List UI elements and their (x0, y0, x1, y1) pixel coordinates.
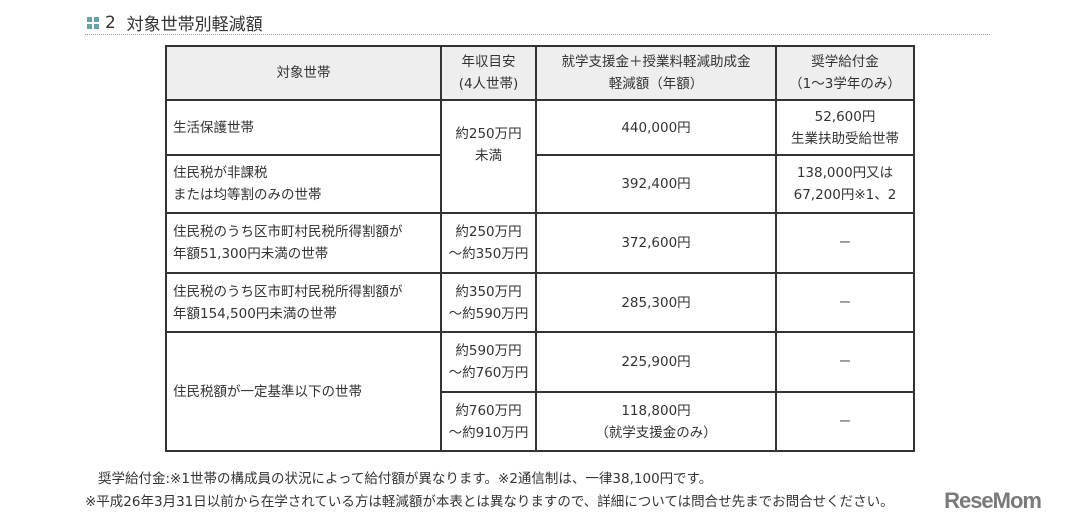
header-target: 対象世帯 (165, 45, 442, 101)
header-reduction: 就学支援金＋授業料軽減助成金 軽減額（年額） (535, 45, 777, 101)
cell-reduction: 440,000円 (535, 99, 777, 156)
cell-scholarship: － (775, 212, 915, 274)
reduction-table: 対象世帯 年収目安 (4人世帯) 就学支援金＋授業料軽減助成金 軽減額（年額） … (165, 45, 915, 452)
cell-target: 住民税額が一定基準以下の世帯 (165, 331, 442, 452)
cell-income: 約250万円 ～約350万円 (440, 212, 537, 274)
table-row: 生活保護世帯 約250万円 未満 440,000円 52,600円 生業扶助受給… (165, 99, 915, 214)
table-row: 住民税のうち区市町村民税所得割額が 年額154,500円未満の世帯 約350万円… (165, 272, 915, 333)
cell-income: 約590万円 ～約760万円 (440, 331, 537, 393)
cell-reduction: 372,600円 (535, 212, 777, 274)
cell-target: 生活保護世帯 (165, 99, 442, 156)
cell-target: 住民税のうち区市町村民税所得割額が 年額51,300円未満の世帯 (165, 212, 442, 274)
cell-target: 住民税のうち区市町村民税所得割額が 年額154,500円未満の世帯 (165, 272, 442, 333)
header-text: 対象世帯 (276, 65, 331, 81)
table-row: 住民税額が一定基準以下の世帯 約590万円 ～約760万円 225,900円 － (165, 331, 915, 452)
bullet-squares-icon (87, 16, 99, 29)
cell-income: 約250万円 未満 (440, 99, 537, 214)
cell-scholarship: 138,000円又は 67,200円※1、2 (775, 154, 915, 214)
table-row: 住民税が非課税 または均等割のみの世帯 392,400円 138,000円又は … (165, 154, 915, 214)
section-title: 2 対象世帯別軽減額 (87, 10, 263, 35)
header-income: 年収目安 (4人世帯) (440, 45, 537, 101)
cell-reduction: 392,400円 (535, 154, 777, 214)
table-header-row: 対象世帯 年収目安 (4人世帯) 就学支援金＋授業料軽減助成金 軽減額（年額） … (165, 45, 915, 101)
note-enrollment: ※平成26年3月31日以前から在学されている方は軽減額が本表とは異なりますので、… (85, 494, 894, 510)
header-scholarship: 奨学給付金 （1～3学年のみ） (775, 45, 915, 101)
resemom-logo: ReseMom (944, 488, 1042, 513)
cell-scholarship: 52,600円 生業扶助受給世帯 (775, 99, 915, 156)
divider (85, 34, 990, 35)
cell-income: 約350万円 ～約590万円 (440, 272, 537, 333)
cell-scholarship: － (775, 391, 915, 452)
note-scholarship: 奨学給付金:※1世帯の構成員の状況によって給付額が異なります。※2通信制は、一律… (98, 471, 713, 487)
section-heading: 対象世帯別軽減額 (126, 15, 263, 35)
table-row: 住民税のうち区市町村民税所得割額が 年額51,300円未満の世帯 約250万円 … (165, 212, 915, 274)
cell-reduction: 285,300円 (535, 272, 777, 333)
table-row: 約760万円 ～約910万円 118,800円 （就学支援金のみ） － (166, 391, 915, 452)
cell-scholarship: － (775, 272, 915, 333)
section-number: 2 (105, 12, 116, 33)
cell-reduction: 225,900円 (535, 331, 777, 393)
cell-reduction: 118,800円 （就学支援金のみ） (535, 391, 777, 452)
cell-target: 住民税が非課税 または均等割のみの世帯 (165, 154, 442, 214)
cell-income: 約760万円 ～約910万円 (440, 391, 537, 452)
cell-scholarship: － (775, 331, 915, 393)
